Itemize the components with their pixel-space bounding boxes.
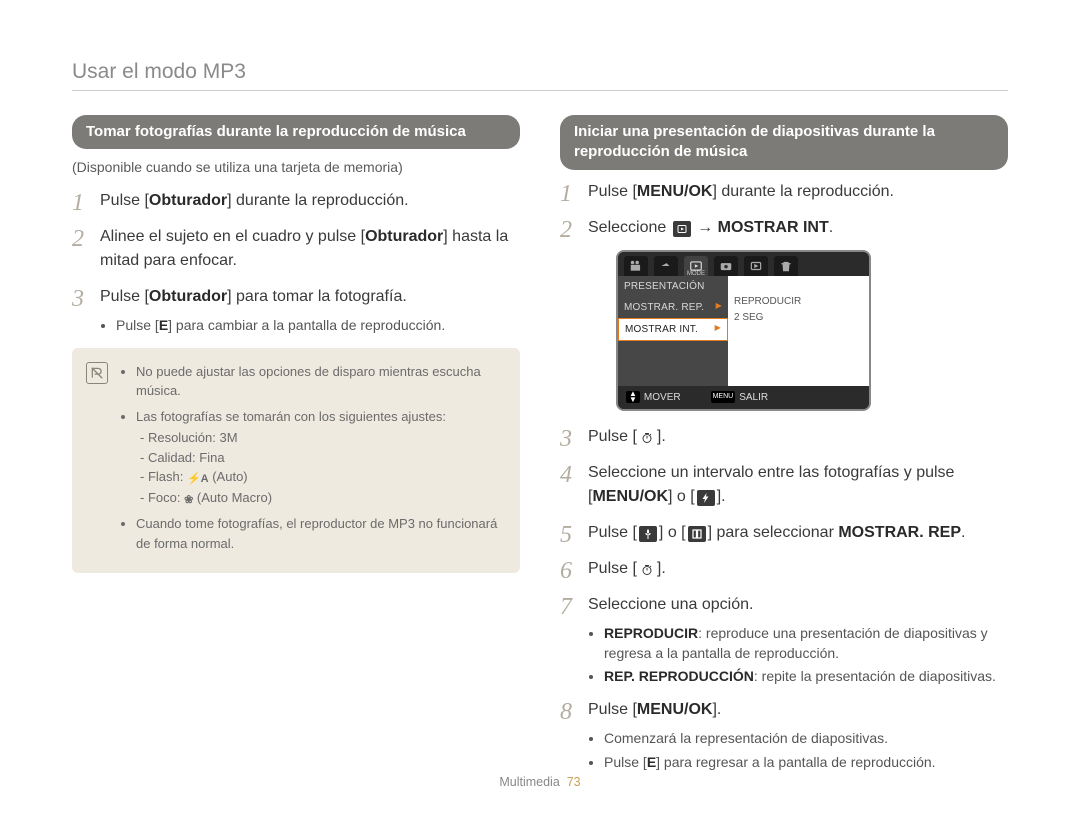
r-step-6: Pulse [].	[560, 557, 1008, 581]
note-3: Cuando tome fotografías, el reproductor …	[136, 514, 504, 553]
note-2a: Resolución: 3M	[140, 428, 504, 448]
r-step-8-sub2: Pulse [E] para regresar a la pantalla de…	[604, 752, 1008, 772]
menu-tab-4	[714, 256, 738, 276]
menu-tab-icon	[673, 221, 691, 237]
availability-note: (Disponible cuando se utiliza una tarjet…	[72, 159, 520, 175]
right-column: Iniciar una presentación de diapositivas…	[560, 115, 1008, 784]
menu-tab-2	[654, 256, 678, 276]
left-column: Tomar fotografías durante la reproducció…	[72, 115, 520, 784]
note-box: No puede ajustar las opciones de disparo…	[72, 348, 520, 574]
page-footer: Multimedia 73	[0, 775, 1080, 789]
r-step-2: Seleccione → MOSTRAR INT. MODE	[560, 216, 1008, 411]
menu-footer-move: ▲▼MOVER	[626, 390, 681, 405]
note-2: Las fotografías se tomarán con los sigui…	[136, 407, 504, 509]
timer-icon-2	[639, 562, 655, 578]
r-step-8-sub1: Comenzará la representación de diapositi…	[604, 728, 1008, 748]
note-2d: Foco: ❀ (Auto Macro)	[140, 488, 504, 509]
step-1: Pulse [Obturador] durante la reproducció…	[72, 189, 520, 213]
flash-auto-icon: ⚡A	[187, 471, 209, 488]
menu-item-presentacion: PRESENTACIÓN	[618, 276, 728, 297]
macro-button-icon	[639, 526, 657, 542]
menu-val-2seg: 2 SEG	[734, 310, 763, 325]
note-2b: Calidad: Fina	[140, 448, 504, 468]
note-2c: Flash: ⚡A (Auto)	[140, 467, 504, 488]
step-3: Pulse [Obturador] para tomar la fotograf…	[72, 285, 520, 335]
menu-tab-3-active: MODE	[684, 256, 708, 276]
menu-item-mostrar-int: MOSTRAR INT.▶	[618, 318, 728, 341]
r-step-8: Pulse [MENU/OK]. Comenzará la representa…	[560, 698, 1008, 772]
menu-footer-exit: MENUSALIR	[711, 390, 769, 405]
flash-icon	[697, 490, 715, 506]
r-step-3: Pulse [].	[560, 425, 1008, 449]
menu-tab-5	[744, 256, 768, 276]
r-step-7b: REP. REPRODUCCIÓN: repite la presentació…	[604, 666, 1008, 686]
page-title: Usar el modo MP3	[72, 60, 1008, 91]
r-step-7: Seleccione una opción. REPRODUCIR: repro…	[560, 593, 1008, 687]
step-2: Alinee el sujeto en el cuadro y pulse [O…	[72, 225, 520, 273]
step-3-sub: Pulse [E] para cambiar a la pantalla de …	[116, 315, 520, 335]
note-icon	[86, 362, 108, 384]
section-header-photo: Tomar fotografías durante la reproducció…	[72, 115, 520, 149]
r-step-5: Pulse [] o [] para seleccionar MOSTRAR. …	[560, 521, 1008, 545]
macro-icon: ❀	[184, 492, 193, 509]
r-step-1: Pulse [MENU/OK] durante la reproducción.	[560, 180, 1008, 204]
menu-item-mostrar-rep: MOSTRAR. REP.▶	[618, 297, 728, 318]
display-button-icon	[688, 526, 706, 542]
timer-icon	[639, 430, 655, 446]
camera-menu-mock: MODE PRESENTACIÓN MOSTRAR. REP.▶ MOSTRAR…	[616, 250, 871, 411]
menu-tab-1	[624, 256, 648, 276]
note-1: No puede ajustar las opciones de disparo…	[136, 362, 504, 401]
r-step-7a: REPRODUCIR: reproduce una presentación d…	[604, 623, 1008, 664]
r-step-4: Seleccione un intervalo entre las fotogr…	[560, 461, 1008, 509]
section-header-slideshow: Iniciar una presentación de diapositivas…	[560, 115, 1008, 170]
menu-val-reproducir: REPRODUCIR	[734, 294, 801, 309]
menu-tab-6	[774, 256, 798, 276]
